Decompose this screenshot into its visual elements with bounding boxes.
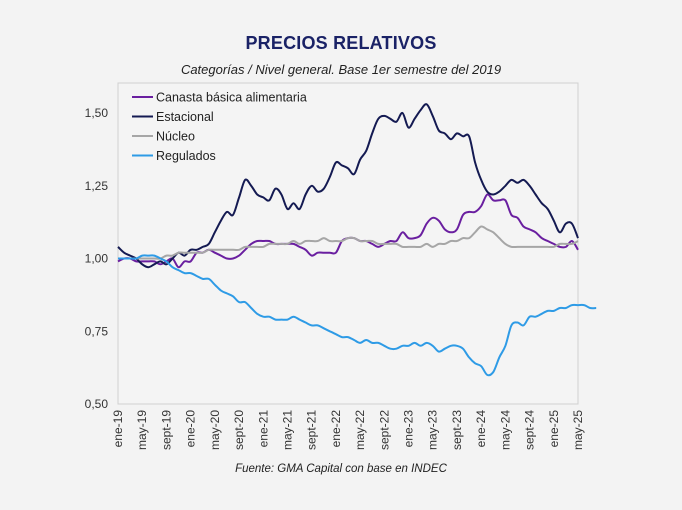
x-tick-label: ene-24: [474, 410, 488, 448]
plot-area: [117, 82, 579, 405]
y-tick-label: 1,25: [85, 179, 109, 193]
x-tick-label: may-22: [353, 410, 367, 450]
source-note: Fuente: GMA Capital con base en INDEC: [235, 463, 447, 475]
x-tick-label: may-21: [280, 410, 294, 450]
x-tick-label: may-23: [426, 410, 440, 450]
chart-title: PRECIOS RELATIVOS: [245, 33, 437, 53]
series-line-regulados: [118, 254, 597, 377]
x-tick-label: ene-25: [547, 410, 561, 448]
legend-label: Regulados: [156, 149, 216, 163]
x-tick-label: sept-24: [523, 410, 537, 450]
x-tick-label: sept-21: [305, 410, 319, 450]
x-axis: ene-19 may-19 sept-19 ene-20 may-20 sept-20 en…: [111, 410, 585, 450]
series-line-estacional: [117, 103, 579, 269]
chart-subtitle: Categorías / Nivel general. Base 1er sem…: [180, 62, 502, 77]
y-axis: 0,50 0,75 1,00 1,25 1,50: [85, 106, 109, 411]
x-tick-label: sept-22: [377, 410, 391, 450]
legend-label: Estacional: [156, 110, 214, 124]
x-tick-label: ene-19: [111, 410, 125, 448]
x-tick-label: may-20: [208, 410, 222, 450]
y-tick-label: 0,75: [85, 324, 109, 338]
y-tick-label: 0,50: [85, 397, 109, 411]
series-line-nucleo: [118, 225, 579, 260]
x-tick-label: ene-23: [402, 410, 416, 448]
legend-label: Canasta básica alimentaria: [156, 91, 307, 105]
y-tick-label: 1,00: [85, 252, 109, 266]
x-tick-label: sept-23: [450, 410, 464, 450]
legend-label: Núcleo: [156, 130, 195, 144]
x-tick-label: ene-22: [329, 410, 343, 448]
x-tick-label: ene-20: [184, 410, 198, 448]
legend: Canasta básica alimentaria Estacional Núcl…: [132, 91, 307, 163]
x-tick-label: may-24: [498, 410, 512, 450]
series-lines: [117, 103, 597, 377]
x-tick-label: sept-20: [232, 410, 246, 450]
y-tick-label: 1,50: [85, 106, 109, 120]
x-tick-label: may-19: [135, 410, 149, 450]
x-tick-label: ene-21: [256, 410, 270, 448]
x-tick-label: sept-19: [159, 410, 173, 450]
x-tick-label: may-25: [571, 410, 585, 450]
